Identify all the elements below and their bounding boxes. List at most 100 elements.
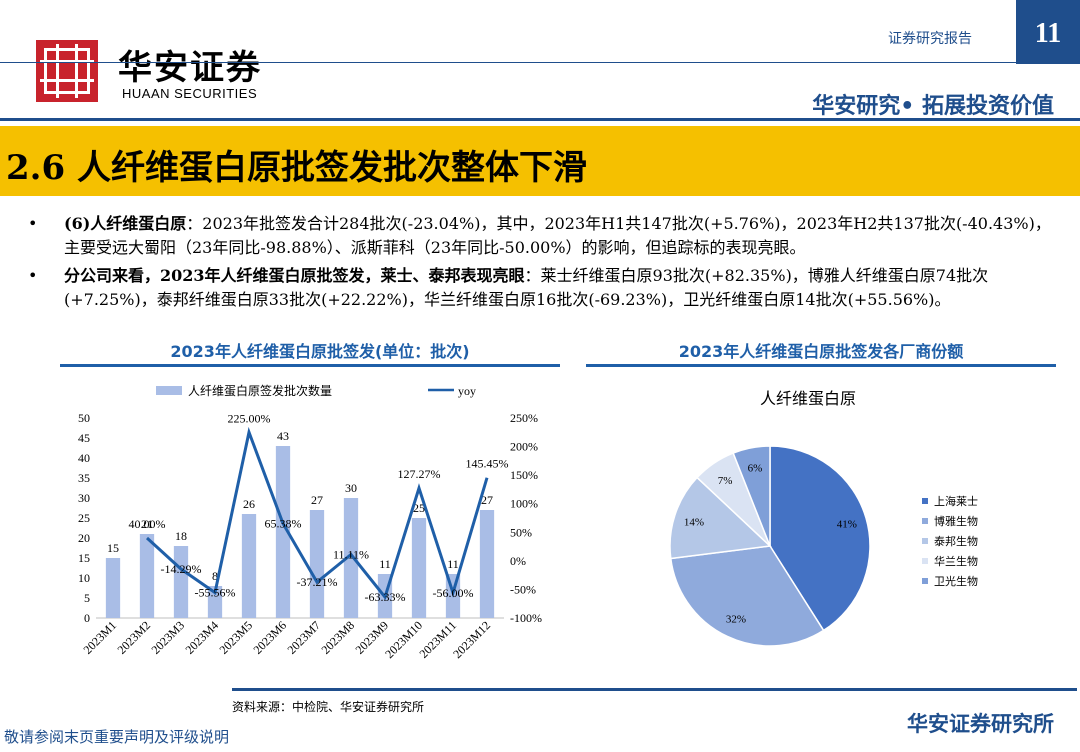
header-divider <box>0 62 1016 63</box>
y-left-tick-label: 15 <box>78 551 90 565</box>
y-left-tick-label: 0 <box>84 611 90 625</box>
pie-legend-label: 博雅生物 <box>934 514 978 528</box>
pie-slice-label: 14% <box>684 516 704 528</box>
bar-value-label: 30 <box>345 481 357 495</box>
x-tick-label: 2023M3 <box>148 618 187 657</box>
bullet-bold: (6)人纤维蛋白原 <box>64 214 187 233</box>
bar-line-chart: 人纤维蛋白原签发批次数量 yoy 0 5 10 15 20 25 30 35 40 45 50 -100%… <box>78 383 542 661</box>
bar-value-label: 18 <box>175 529 187 543</box>
y-right-tick-label: 200% <box>510 440 538 454</box>
yoy-value-label: -37.21% <box>297 575 338 589</box>
pie-legend-swatch <box>922 558 928 564</box>
y-left-tick-label: 5 <box>84 591 90 605</box>
y-left-tick-label: 10 <box>78 571 90 585</box>
page-title: 2.6 人纤维蛋白原批签发批次整体下滑 <box>6 148 587 188</box>
y-left-tick-label: 50 <box>78 411 90 425</box>
pie-chart-title-rule <box>586 364 1056 367</box>
pie-slice-label: 32% <box>726 613 746 625</box>
slogan: 华安研究• 拓展投资价值 <box>812 94 1054 119</box>
yoy-value-label: 127.27% <box>398 467 441 481</box>
logo-icon <box>36 40 98 102</box>
y-left-tick-label: 20 <box>78 531 90 545</box>
y-right-tick-label: -50% <box>510 582 536 596</box>
y-right-tick-label: -100% <box>510 611 542 625</box>
pie-legend-swatch <box>922 498 928 504</box>
report-label: 证券研究报告 <box>888 31 972 47</box>
bar <box>343 498 359 618</box>
page-number: 11 <box>1016 0 1080 64</box>
x-tick-label: 2023M2 <box>114 618 153 657</box>
yoy-value-label: -55.56% <box>195 586 236 600</box>
bar <box>105 558 121 618</box>
bar <box>309 510 325 618</box>
legend-bar-swatch <box>156 386 182 395</box>
y-right-tick-label: 50% <box>510 525 532 539</box>
x-tick-label: 2023M7 <box>284 618 323 657</box>
pie-legend-swatch <box>922 518 928 524</box>
pie-legend-label: 卫光生物 <box>934 574 978 588</box>
title-bar: 2.6 人纤维蛋白原批签发批次整体下滑 <box>0 126 1080 196</box>
bar-value-label: 8 <box>212 569 218 583</box>
yoy-value-label: -56.00% <box>433 586 474 600</box>
y-left-tick-label: 45 <box>78 431 90 445</box>
bar-value-label: 26 <box>243 497 255 511</box>
bullet-text: ：2023年批签发合计284批次(-23.04%)，其中，2023年H1共147… <box>64 214 1051 257</box>
bar <box>139 534 155 618</box>
bar <box>275 446 291 618</box>
x-tick-label: 2023M4 <box>182 618 221 657</box>
pie-slice-label: 7% <box>718 475 733 487</box>
bar-value-label: 27 <box>481 493 493 507</box>
bar <box>241 514 257 618</box>
bar <box>411 518 427 618</box>
bar <box>207 586 223 618</box>
bar-value-label: 11 <box>379 557 391 571</box>
bar-value-label: 43 <box>277 429 289 443</box>
logo-en-text: HUAAN SECURITIES <box>122 86 258 101</box>
bullet-bold: 分公司来看，2023年人纤维蛋白原批签发，莱士、泰邦表现亮眼 <box>64 266 525 285</box>
title-top-rule <box>0 118 1080 121</box>
bar-value-label: 25 <box>413 501 425 515</box>
pie-chart-title: 2023年人纤维蛋白原批签发各厂商份额 <box>678 342 964 361</box>
yoy-value-label: 11.11% <box>333 548 369 562</box>
pie-slice <box>669 476 772 560</box>
y-right-tick-label: 250% <box>510 411 538 425</box>
y-right-tick-label: 100% <box>510 497 538 511</box>
pie-slice-label: 6% <box>748 462 763 474</box>
logo-cn-text: 华安证券 <box>118 48 262 88</box>
bar <box>173 546 189 618</box>
yoy-value-label: 145.45% <box>466 457 509 471</box>
x-tick-label: 2023M5 <box>216 618 255 657</box>
y-left-tick-label: 30 <box>78 491 90 505</box>
bullet-dot: • <box>28 266 38 285</box>
pie-legend-swatch <box>922 578 928 584</box>
bullet-list: • (6)人纤维蛋白原：2023年批签发合计284批次(-23.04%)，其中，… <box>24 212 1064 316</box>
bullet-item: • (6)人纤维蛋白原：2023年批签发合计284批次(-23.04%)，其中，… <box>24 212 1064 260</box>
bar-value-label: 11 <box>447 557 459 571</box>
legend-bar-label: 人纤维蛋白原签发批次数量 <box>188 383 332 398</box>
bullet-dot: • <box>28 214 38 233</box>
yoy-value-label: 40.00% <box>129 517 166 531</box>
pie-legend-label: 上海莱士 <box>934 494 978 508</box>
bar-value-label: 21 <box>141 517 153 531</box>
bullet-item: • 分公司来看，2023年人纤维蛋白原批签发，莱士、泰邦表现亮眼：莱士纤维蛋白原… <box>24 264 1064 312</box>
bar-value-label: 27 <box>311 493 323 507</box>
pie-slice-label: 41% <box>837 519 857 531</box>
bar-value-label: 15 <box>107 541 119 555</box>
x-tick-label: 2023M10 <box>382 618 425 661</box>
pie-slice <box>669 545 825 647</box>
y-left-tick-label: 40 <box>78 451 90 465</box>
y-right-tick-label: 150% <box>510 468 538 482</box>
pie-slice <box>732 445 771 547</box>
source-rule <box>232 688 1077 691</box>
yoy-line <box>145 426 489 601</box>
pie-legend-label: 华兰生物 <box>934 554 978 568</box>
y-right-tick-label: 0% <box>510 554 526 568</box>
footer-brand: 华安证券研究所 <box>907 712 1054 736</box>
x-tick-label: 2023M12 <box>450 618 493 661</box>
source-note: 资料来源：中检院、华安证券研究所 <box>232 700 425 714</box>
yoy-value-label: -63.33% <box>365 590 406 604</box>
yoy-value-label: -14.29% <box>161 562 202 576</box>
pie-subtitle: 人纤维蛋白原 <box>760 390 856 408</box>
pie-legend-swatch <box>922 538 928 544</box>
